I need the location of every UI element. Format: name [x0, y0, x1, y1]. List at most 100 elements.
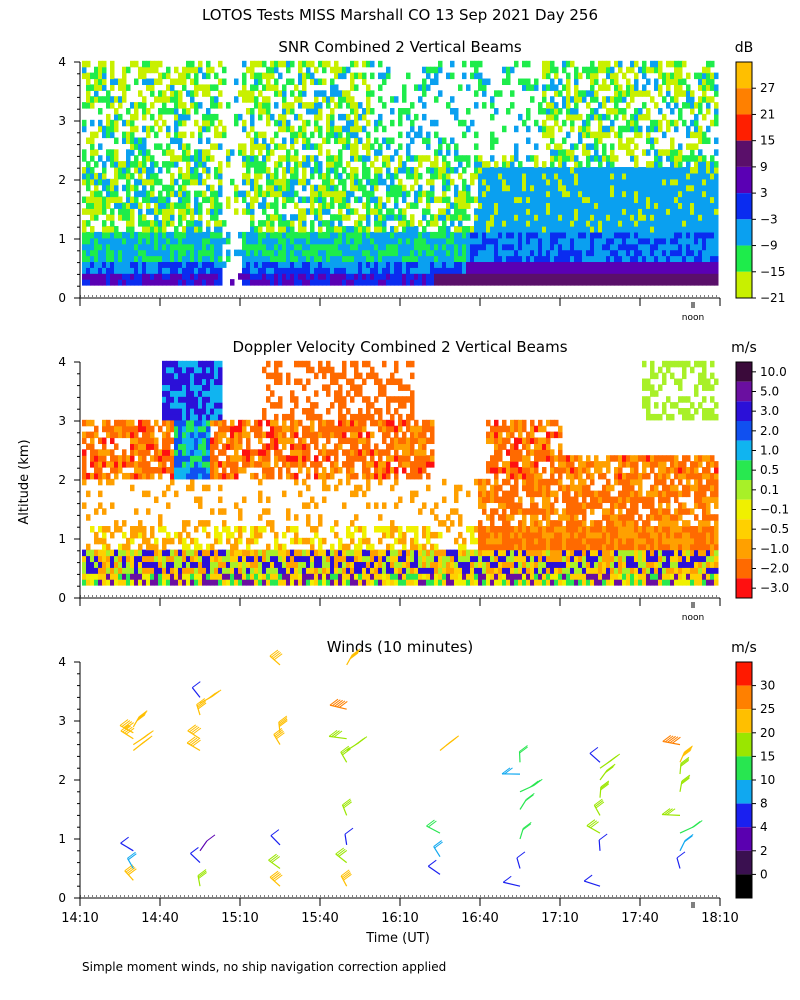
heatmap-cell: [598, 237, 603, 245]
heatmap-cell: [214, 167, 219, 174]
heatmap-cell: [202, 573, 207, 580]
heatmap-cell: [290, 90, 295, 97]
heatmap-cell: [170, 243, 175, 251]
heatmap-cell: [154, 549, 159, 557]
heatmap-cell: [414, 196, 419, 204]
heatmap-cell: [150, 543, 155, 551]
heatmap-cell: [326, 155, 331, 162]
heatmap-cell: [218, 279, 223, 286]
heatmap-cell: [214, 443, 219, 450]
heatmap-cell: [254, 261, 259, 268]
heatmap-cell: [630, 178, 635, 186]
heatmap-cell: [214, 402, 219, 409]
heatmap-cell: [362, 202, 367, 209]
heatmap-cell: [126, 226, 131, 233]
heatmap-cell: [282, 243, 287, 251]
heatmap-cell: [538, 226, 543, 233]
heatmap-cell: [626, 137, 631, 145]
heatmap-cell: [102, 237, 107, 245]
heatmap-cell: [310, 155, 315, 162]
heatmap-cell: [354, 143, 359, 150]
heatmap-cell: [562, 226, 567, 233]
heatmap-cell: [674, 220, 679, 227]
heatmap-cell: [370, 273, 375, 280]
heatmap-cell: [606, 60, 611, 68]
heatmap-cell: [358, 102, 363, 109]
heatmap-cell: [190, 461, 195, 468]
heatmap-cell: [362, 249, 367, 257]
heatmap-cell: [302, 261, 307, 268]
heatmap-cell: [138, 249, 143, 257]
heatmap-cell: [410, 273, 415, 280]
heatmap-cell: [262, 143, 267, 150]
heatmap-cell: [342, 143, 347, 150]
heatmap-cell: [670, 167, 675, 174]
heatmap-cell: [498, 220, 503, 227]
heatmap-cell: [142, 561, 147, 568]
heatmap-cell: [330, 161, 335, 168]
heatmap-cell: [122, 119, 127, 127]
heatmap-cell: [310, 108, 315, 115]
heatmap-cell: [590, 184, 595, 192]
heatmap-cell: [318, 149, 323, 156]
heatmap-cell: [178, 431, 183, 439]
heatmap-cell: [198, 402, 203, 409]
heatmap-cell: [502, 161, 507, 168]
heatmap-cell: [162, 408, 167, 415]
heatmap-cell: [182, 237, 187, 245]
heatmap-cell: [218, 184, 223, 192]
heatmap-cell: [342, 196, 347, 204]
heatmap-cell: [598, 125, 603, 133]
heatmap-cell: [686, 237, 691, 245]
heatmap-cell: [262, 273, 267, 280]
heatmap-cell: [298, 226, 303, 233]
heatmap-cell: [98, 196, 103, 204]
heatmap-cell: [174, 413, 179, 421]
heatmap-cell: [278, 143, 283, 150]
heatmap-cell: [358, 243, 363, 251]
heatmap-cell: [314, 125, 319, 133]
heatmap-cell: [518, 172, 523, 180]
heatmap-cell: [418, 172, 423, 180]
heatmap-cell: [134, 261, 139, 268]
heatmap-cell: [262, 208, 267, 215]
heatmap-cell: [658, 84, 663, 91]
heatmap-cell: [362, 78, 367, 86]
heatmap-cell: [570, 190, 575, 198]
heatmap-cell: [82, 449, 87, 456]
heatmap-cell: [646, 149, 651, 156]
heatmap-cell: [650, 226, 655, 233]
heatmap-cell: [210, 561, 215, 568]
heatmap-cell: [98, 60, 103, 68]
heatmap-cell: [478, 190, 483, 198]
heatmap-cell: [666, 78, 671, 86]
heatmap-cell: [146, 543, 151, 551]
heatmap-cell: [658, 190, 663, 198]
heatmap-cell: [154, 202, 159, 209]
heatmap-cell: [218, 408, 223, 415]
heatmap-cell: [374, 220, 379, 227]
heatmap-cell: [610, 261, 615, 268]
heatmap-cell: [606, 108, 611, 115]
heatmap-cell: [562, 184, 567, 192]
heatmap-cell: [190, 155, 195, 162]
heatmap-cell: [86, 443, 91, 450]
heatmap-cell: [218, 567, 223, 574]
heatmap-cell: [490, 143, 495, 150]
heatmap-cell: [714, 220, 719, 227]
heatmap-cell: [606, 226, 611, 233]
heatmap-cell: [626, 226, 631, 233]
heatmap-cell: [334, 273, 339, 280]
heatmap-cell: [394, 231, 399, 239]
heatmap-cell: [666, 172, 671, 180]
heatmap-cell: [326, 178, 331, 186]
heatmap-cell: [710, 243, 715, 251]
heatmap-cell: [406, 202, 411, 209]
heatmap-cell: [258, 255, 263, 263]
heatmap-cell: [210, 208, 215, 215]
heatmap-cell: [154, 543, 159, 551]
heatmap-cell: [118, 84, 123, 91]
heatmap-cell: [182, 231, 187, 239]
heatmap-cell: [378, 273, 383, 280]
heatmap-cell: [322, 208, 327, 215]
